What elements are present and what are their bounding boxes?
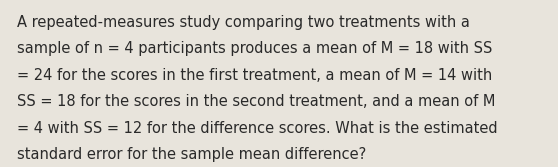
Text: sample of n = 4 participants produces a mean of M = 18 with SS: sample of n = 4 participants produces a … [17,41,492,56]
Text: standard error for the sample mean difference?​: standard error for the sample mean diffe… [17,147,366,162]
Text: SS = 18 for the scores in the second treatment, and a mean of M: SS = 18 for the scores in the second tre… [17,94,495,109]
Text: A repeated-measures study comparing two treatments with a: A repeated-measures study comparing two … [17,15,470,30]
Text: = 24 for the scores in the first treatment, a mean of M = 14 with: = 24 for the scores in the first treatme… [17,68,492,83]
Text: = 4 with SS = 12 for the difference scores. What is the estimated: = 4 with SS = 12 for the difference scor… [17,121,497,136]
